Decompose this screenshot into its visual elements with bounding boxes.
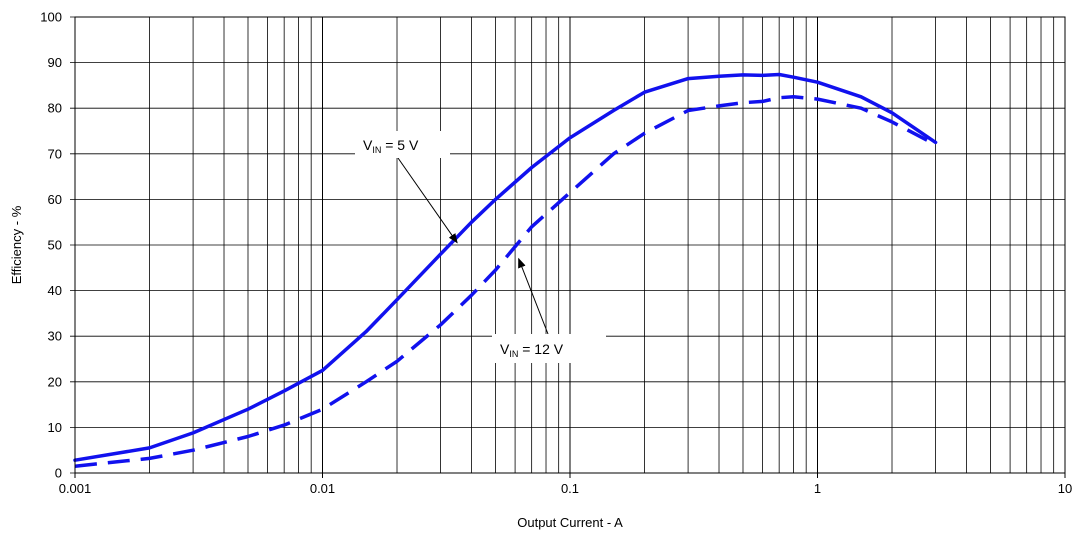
y-tick-label: 50 (48, 238, 62, 253)
annotation-box (492, 334, 606, 363)
x-tick-label: 0.01 (310, 481, 335, 496)
y-tick-label: 80 (48, 101, 62, 116)
annotation-label: VIN = 5 V (363, 137, 419, 155)
x-tick-label: 1 (814, 481, 821, 496)
y-tick-label: 60 (48, 192, 62, 207)
annotation-arrow (397, 157, 458, 244)
y-tick-label: 10 (48, 420, 62, 435)
y-tick-label: 20 (48, 374, 62, 389)
series-line-solid (73, 72, 938, 462)
x-tick-label: 0.001 (59, 481, 92, 496)
y-tick-label: 40 (48, 283, 62, 298)
y-axis-label: Efficiency - % (9, 205, 24, 284)
plot-frame (74, 16, 1066, 474)
annotation-arrow (518, 257, 549, 335)
y-tick-label: 70 (48, 146, 62, 161)
grid (70, 16, 1066, 478)
y-tick-label: 0 (55, 466, 62, 481)
annotations: VIN = 5 V VIN = 12 V (355, 131, 606, 363)
annotation-box (355, 131, 450, 158)
x-tick-label: 0.1 (561, 481, 579, 496)
x-axis-label: Output Current - A (517, 515, 623, 530)
annotation-label: VIN = 12 V (500, 341, 564, 359)
y-tick-label: 90 (48, 55, 62, 70)
series-line-dashed (74, 95, 937, 468)
series-group (73, 72, 938, 468)
y-tick-label: 100 (40, 10, 62, 25)
y-tick-label: 30 (48, 329, 62, 344)
x-tick-label: 10 (1058, 481, 1072, 496)
